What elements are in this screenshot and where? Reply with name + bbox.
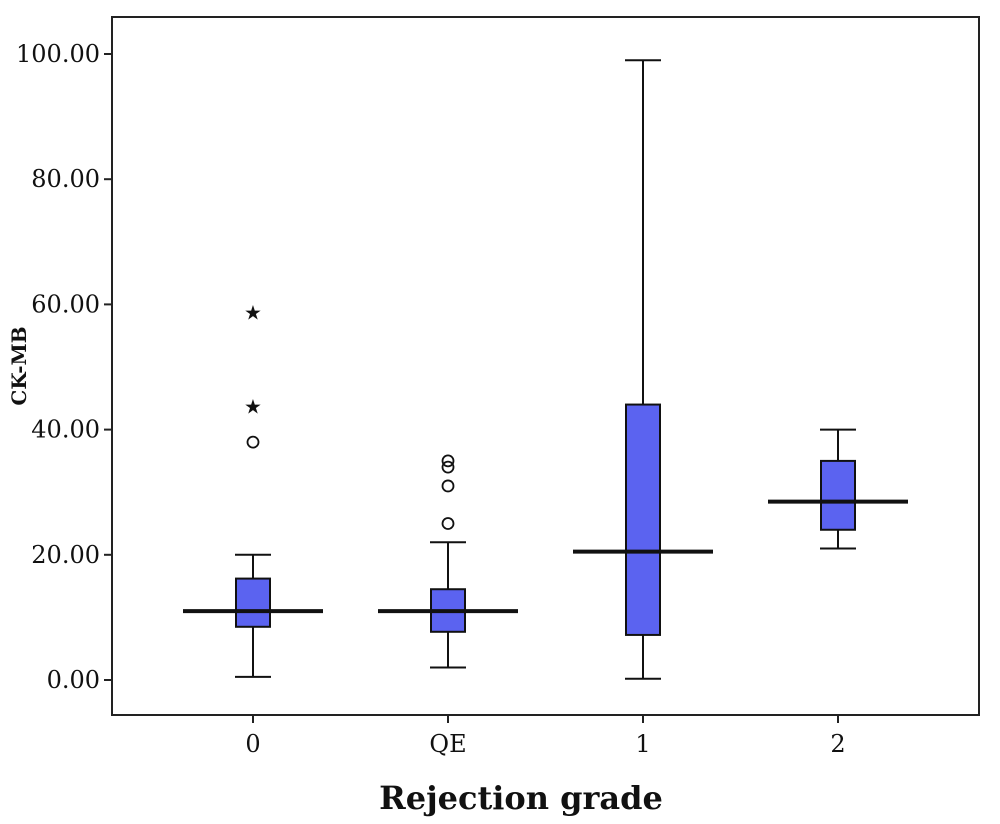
- plot-frame: [111, 16, 980, 716]
- y-tick-label: 40.00: [31, 416, 100, 444]
- outlier-circle: [441, 479, 455, 493]
- x-axis-title: Rejection grade: [379, 779, 663, 817]
- boxes: ★★: [183, 59, 908, 680]
- outlier-circle: [246, 435, 260, 449]
- y-tick-label: 0.00: [47, 666, 100, 694]
- y-tick-label: 80.00: [31, 165, 100, 193]
- outlier-circle: [441, 454, 455, 468]
- iqr-box: [235, 577, 271, 628]
- box-group: [573, 59, 713, 680]
- outlier-star: ★: [244, 395, 262, 419]
- x-tick-label: 0: [245, 730, 260, 758]
- outlier-star: ★: [244, 301, 262, 325]
- iqr-box: [820, 459, 856, 531]
- x-tick-label: QE: [429, 730, 466, 758]
- box-group: [768, 428, 908, 550]
- box-group: [378, 454, 518, 669]
- box-group: ★★: [183, 301, 323, 678]
- y-tick-label: 100.00: [16, 40, 100, 68]
- y-axis-title: CK-MB: [7, 326, 31, 405]
- iqr-box: [625, 403, 661, 636]
- outlier-circle: [441, 460, 455, 474]
- y-tick-label: 20.00: [31, 541, 100, 569]
- outlier-circle: [441, 517, 455, 530]
- y-axis: 0.00 20.00 40.00 60.00 80.00 100.00: [16, 40, 112, 694]
- x-tick-label: 2: [830, 730, 845, 758]
- x-axis: 0 QE 1 2: [245, 715, 846, 758]
- x-tick-label: 1: [635, 730, 650, 758]
- y-tick-label: 60.00: [31, 290, 100, 318]
